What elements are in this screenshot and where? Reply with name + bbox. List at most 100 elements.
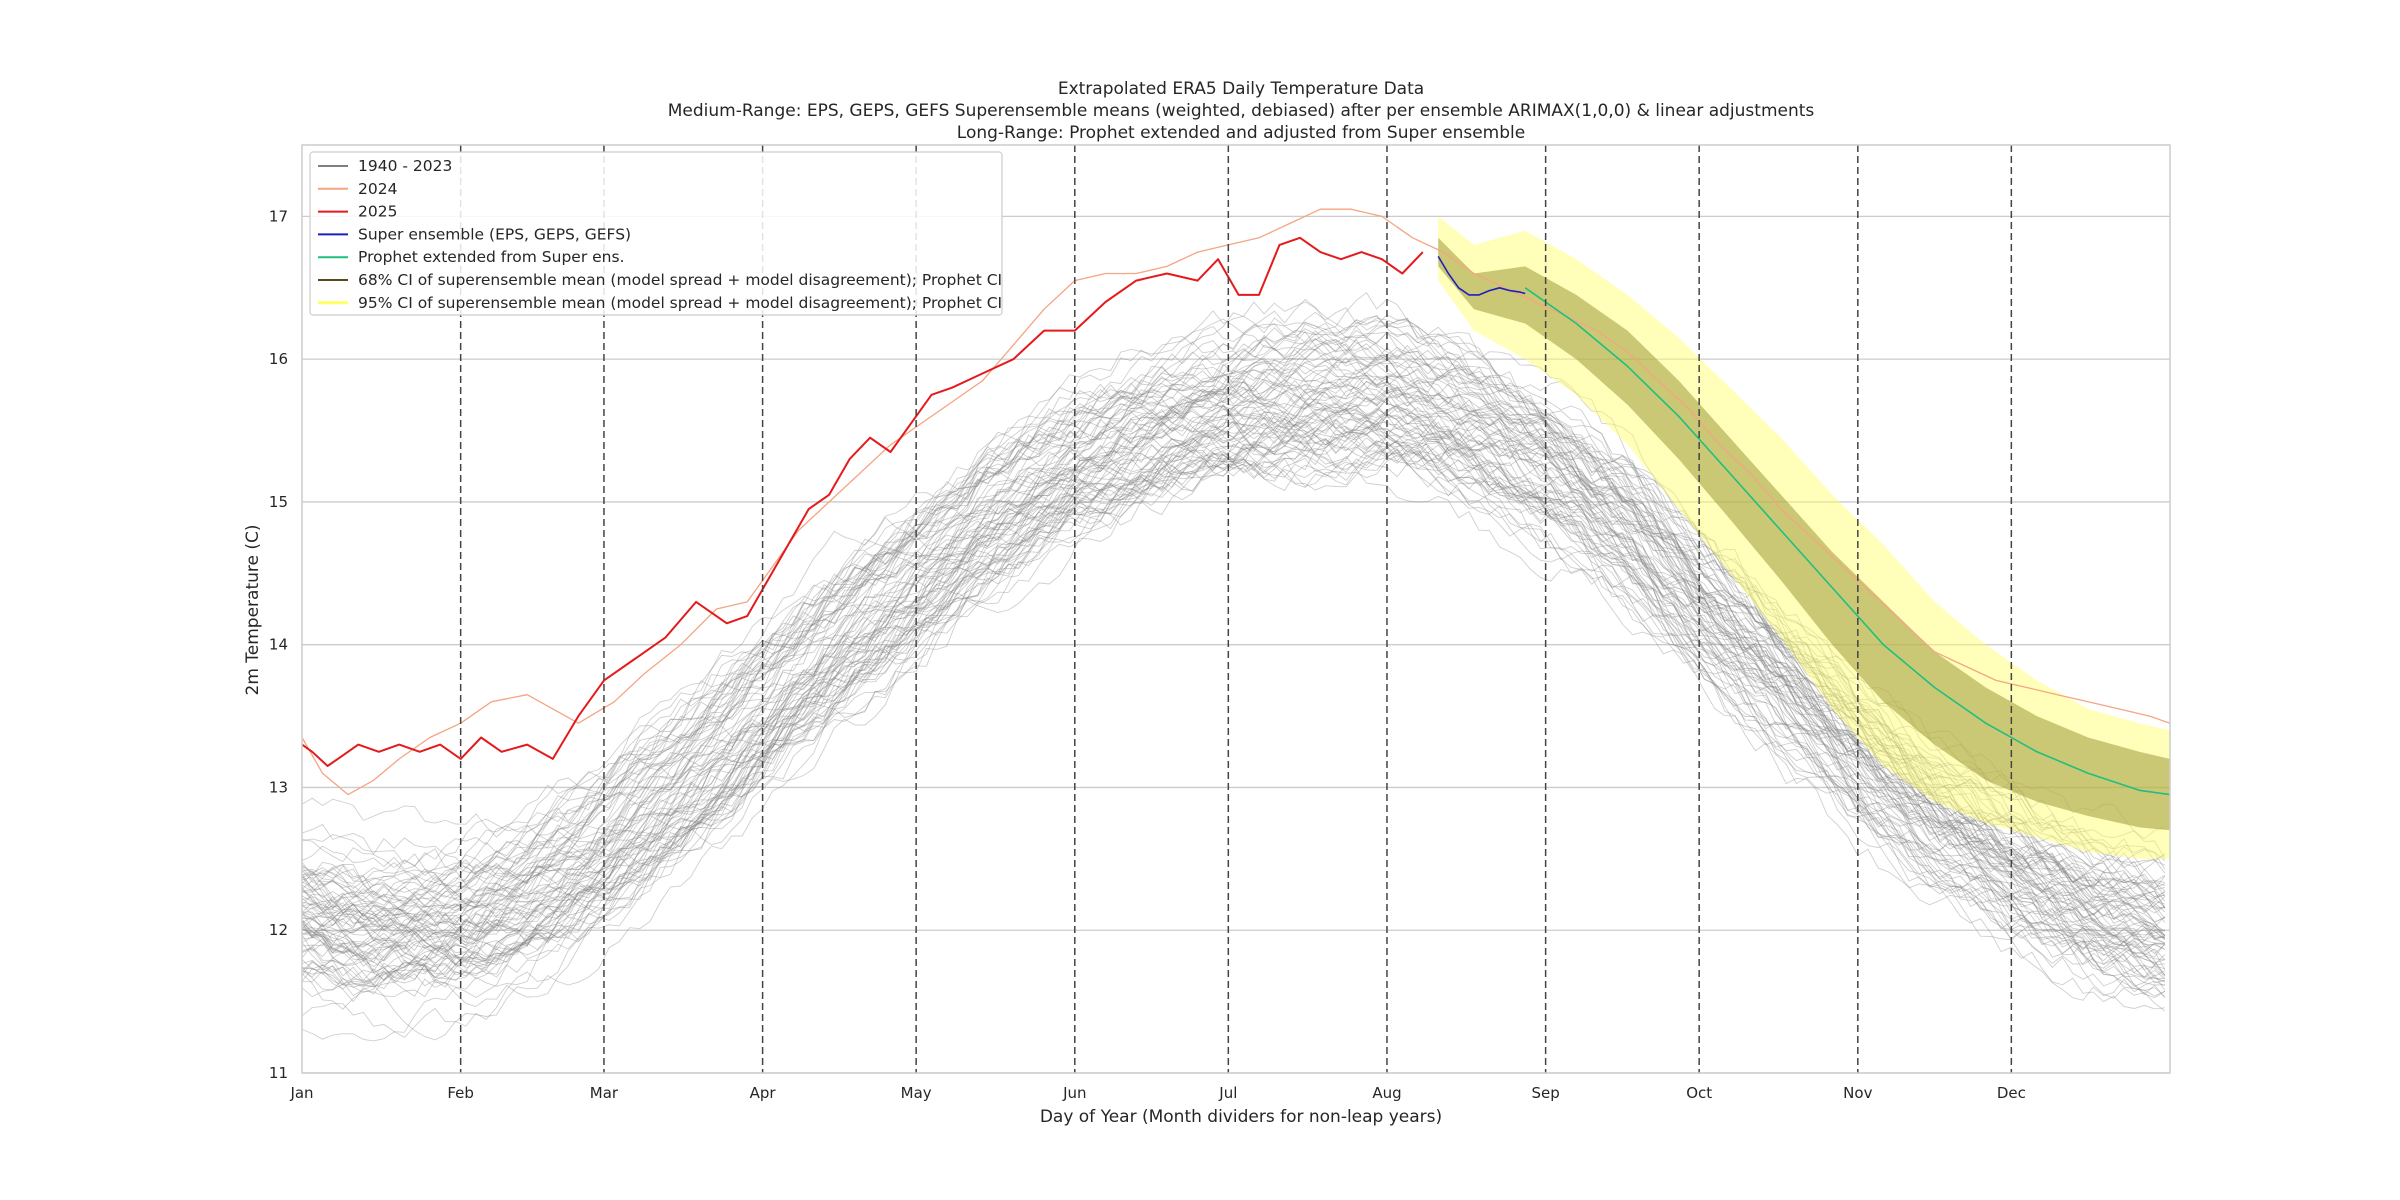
historical-year-line — [301, 325, 2166, 891]
x-tick-label: Aug — [1372, 1084, 1401, 1102]
chart-title: Extrapolated ERA5 Daily Temperature Data… — [668, 79, 1815, 143]
historical-year-line — [301, 409, 2166, 961]
historical-year-line — [301, 404, 2166, 961]
historical-year-line — [301, 354, 2166, 904]
y-tick-label: 15 — [269, 493, 288, 511]
historical-year-line — [301, 403, 2165, 910]
legend-entry: Super ensemble (EPS, GEPS, GEFS) — [358, 225, 631, 243]
y-tick-label: 16 — [269, 350, 288, 368]
historical-year-line — [301, 380, 2166, 934]
x-tick-label: Apr — [750, 1084, 777, 1102]
ci-68-band — [1438, 237, 2170, 831]
historical-year-line — [301, 431, 2165, 1038]
historical-year-line — [301, 421, 2166, 1042]
x-tick-label: Feb — [447, 1084, 474, 1102]
historical-year-line — [301, 379, 2165, 943]
historical-year-line — [301, 301, 2166, 914]
historical-year-line — [301, 443, 2166, 964]
historical-year-line — [301, 379, 2166, 940]
historical-year-line — [301, 440, 2166, 1041]
historical-year-line — [301, 319, 2165, 914]
historical-year-line — [301, 318, 2166, 902]
historical-year-line — [301, 363, 2166, 889]
month-dividers — [459, 145, 2013, 1073]
x-tick-label: Sep — [1531, 1084, 1559, 1102]
historical-year-line — [301, 344, 2166, 902]
historical-year-line — [301, 405, 2165, 976]
historical-year-line — [301, 433, 2166, 970]
historical-year-line — [301, 374, 2166, 978]
x-tick-label: Dec — [1997, 1084, 2026, 1102]
chart-title-line-3: Long-Range: Prophet extended and adjuste… — [957, 123, 1525, 143]
historical-year-line — [301, 433, 2166, 981]
super-ensemble-line — [1437, 255, 1526, 296]
historical-year-line — [301, 386, 2165, 972]
chart-title-line-2: Medium-Range: EPS, GEPS, GEFS Superensem… — [668, 101, 1815, 121]
historical-year-line — [301, 402, 2166, 944]
historical-year-line — [301, 446, 2166, 991]
historical-year-line — [301, 292, 2166, 906]
historical-year-line — [301, 432, 2165, 982]
historical-year-line — [301, 347, 2166, 918]
y-axis-label: 2m Temperature (C) — [243, 524, 263, 695]
y-tick-label: 13 — [269, 778, 288, 796]
chart-title-line-1: Extrapolated ERA5 Daily Temperature Data — [1058, 79, 1424, 99]
y-tick-label: 17 — [269, 207, 288, 225]
historical-year-line — [301, 337, 2166, 931]
historical-year-line — [301, 412, 2165, 963]
historical-year-line — [301, 446, 2166, 1012]
historical-year-line — [301, 343, 2166, 945]
x-tick-label: May — [901, 1084, 932, 1102]
historical-year-line — [301, 440, 2166, 1007]
historical-year-line — [301, 381, 2166, 938]
historical-year-line — [301, 375, 2166, 910]
historical-year-line — [301, 392, 2166, 990]
x-tick-labels: Jan Feb Mar Apr May Jun Jul Aug Sep Oct Nov Dec — [289, 1084, 2025, 1102]
historical-year-line — [301, 374, 2166, 913]
historical-year-line — [301, 347, 2165, 936]
y-tick-label: 11 — [269, 1064, 288, 1082]
historical-year-line — [301, 377, 2166, 966]
historical-year-line — [301, 426, 2166, 986]
prophet-line — [1524, 287, 2171, 796]
y-tick-label: 14 — [269, 636, 288, 654]
historical-year-line — [301, 395, 2166, 949]
historical-year-line — [301, 387, 2166, 961]
historical-year-line — [301, 376, 2166, 949]
legend-entry: 2025 — [358, 203, 397, 221]
historical-year-line — [301, 423, 2166, 1003]
historical-year-line — [301, 408, 2166, 943]
legend-entry: 68% CI of superensemble mean (model spre… — [358, 271, 1002, 289]
historical-year-line — [301, 342, 2166, 947]
historical-year-line — [301, 428, 2166, 947]
y-tick-label: 12 — [269, 921, 288, 939]
historical-year-line — [301, 326, 2166, 946]
plot-frame — [301, 144, 2171, 1074]
historical-year-line — [301, 449, 2165, 990]
legend-entry: 95% CI of superensemble mean (model spre… — [358, 294, 1002, 312]
legend: 1940 - 2023 2024 2025 Super ensemble (EPS, … — [309, 151, 1003, 316]
legend-box — [309, 151, 1003, 316]
historical-year-line — [301, 332, 2166, 920]
x-tick-label: Jul — [1218, 1084, 1237, 1102]
historical-year-line — [301, 317, 2166, 896]
x-tick-label: Nov — [1843, 1084, 1872, 1102]
historical-year-line — [301, 413, 2166, 999]
x-axis-label: Day of Year (Month dividers for non-leap… — [1040, 1107, 1442, 1127]
historical-year-line — [301, 445, 2166, 988]
historical-year-line — [301, 402, 2166, 943]
legend-entry: 1940 - 2023 — [358, 157, 452, 175]
historical-year-line — [301, 419, 2166, 964]
historical-year-line — [301, 307, 2166, 870]
historical-year-line — [301, 417, 2166, 976]
historical-year-line — [301, 355, 2166, 937]
legend-entry: Prophet extended from Super ens. — [358, 248, 625, 266]
historical-year-line — [301, 379, 2166, 899]
historical-year-line — [301, 298, 2166, 921]
historical-year-line — [301, 385, 2165, 927]
historical-year-line — [301, 331, 2166, 925]
historical-year-line — [301, 453, 2166, 976]
confidence-bands — [1438, 216, 2170, 859]
x-tick-label: Jun — [1062, 1084, 1086, 1102]
